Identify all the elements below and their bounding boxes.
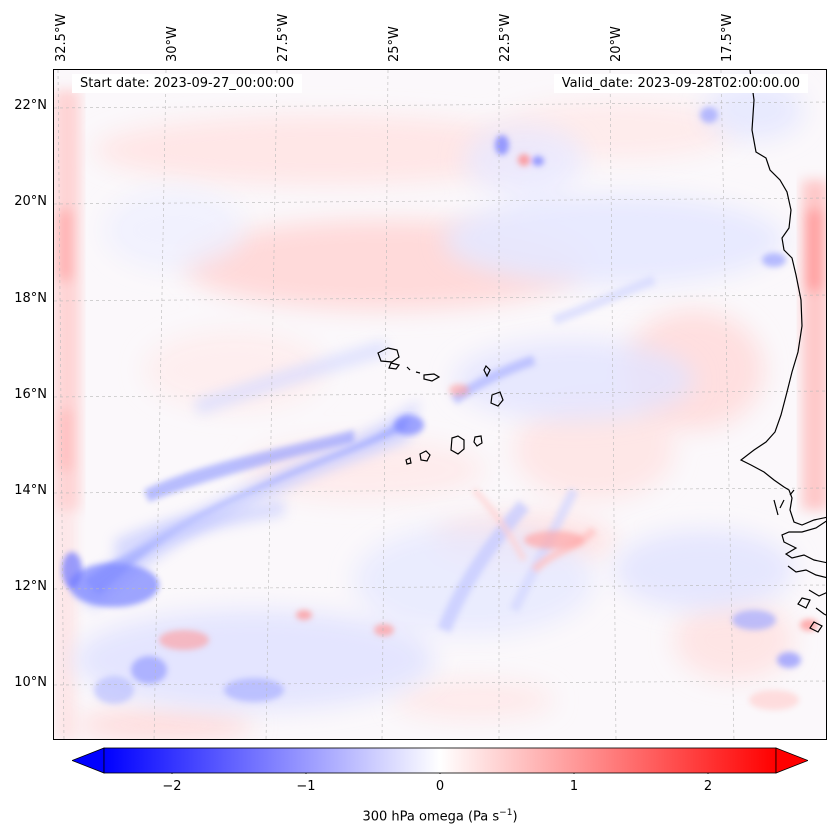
colorbar-label: 300 hPa omega (Pa s−1) xyxy=(362,808,517,824)
right-edge-stripe xyxy=(802,180,826,510)
colorbar-tick-minus-2: −2 xyxy=(162,779,182,794)
diagonal-ascent-band xyxy=(62,340,424,610)
lon-label-17-5w: 17.5°W xyxy=(720,13,735,62)
colorbar-max-arrow xyxy=(775,747,808,774)
lat-label-18n: 18°N xyxy=(14,291,47,306)
colorbar-label-close: ) xyxy=(512,809,518,825)
colorbar-tick-0: 0 xyxy=(435,779,445,794)
lon-label-25w: 25°W xyxy=(387,26,402,62)
lat-label-22n: 22°N xyxy=(14,98,47,113)
coastline-west-africa xyxy=(739,70,826,633)
lat-label-14n: 14°N xyxy=(14,483,47,498)
colorbar-tick-marks xyxy=(171,773,709,774)
lon-label-30w: 30°W xyxy=(165,26,180,62)
lat-label-12n: 12°N xyxy=(14,579,47,594)
lon-label-22-5w: 22.5°W xyxy=(498,13,513,62)
lat-label-10n: 10°N xyxy=(14,675,47,690)
lat-label-20n: 20°N xyxy=(14,194,47,209)
omega-field xyxy=(54,70,826,739)
colorbar-label-exponent: −1 xyxy=(499,808,513,818)
colorbar-tick-2: 2 xyxy=(703,779,713,794)
lon-label-32-5w: 32.5°W xyxy=(54,13,69,62)
lon-label-27-5w: 27.5°W xyxy=(276,13,291,62)
map-panel[interactable]: Start date: 2023-09-27_00:00:00 Valid_da… xyxy=(53,69,827,740)
colorbar xyxy=(72,747,808,774)
cape-verde-islands xyxy=(377,347,504,465)
colorbar-tick-1: 1 xyxy=(569,779,579,794)
lon-label-20w: 20°W xyxy=(609,26,624,62)
graticule xyxy=(54,70,826,739)
colorbar-gradient xyxy=(103,747,777,774)
valid-date-label: Valid_date: 2023-09-28T02:00:00.00 xyxy=(553,74,808,93)
colorbar-label-main: 300 hPa omega (Pa s xyxy=(362,809,500,825)
start-date-label: Start date: 2023-09-27_00:00:00 xyxy=(72,74,303,93)
lat-label-16n: 16°N xyxy=(14,387,47,402)
colorbar-min-arrow xyxy=(72,747,105,774)
colorbar-tick-minus-1: −1 xyxy=(296,779,316,794)
